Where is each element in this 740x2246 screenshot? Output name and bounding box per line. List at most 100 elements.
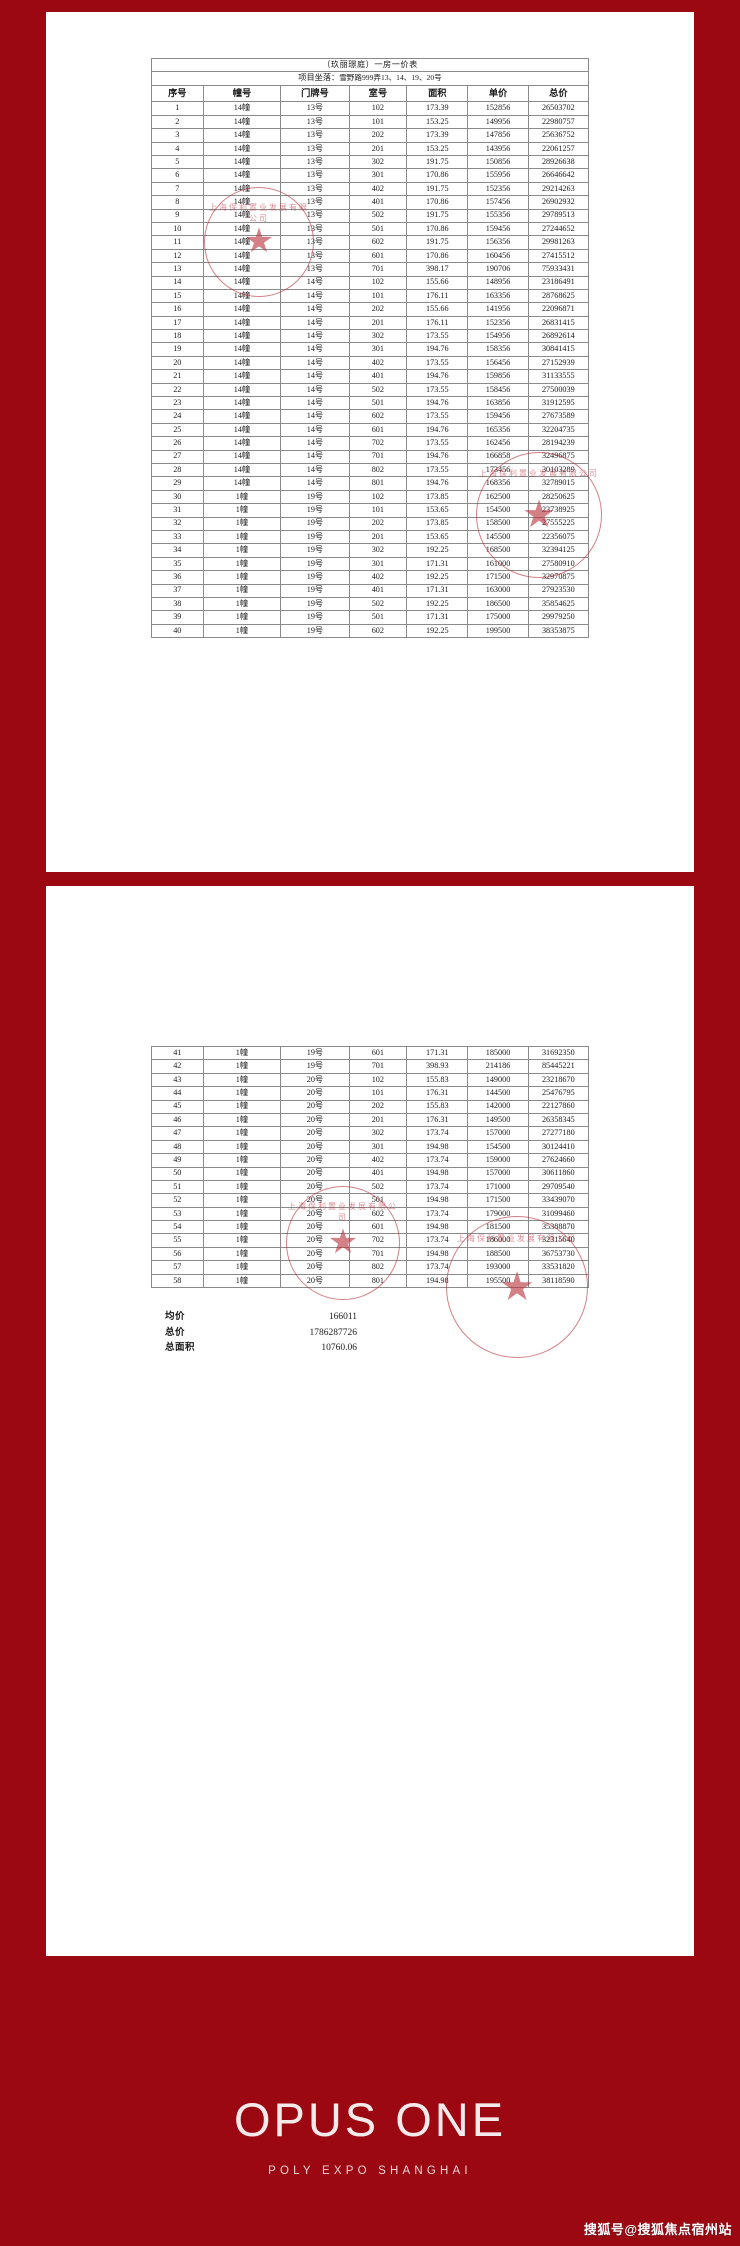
cell-area: 153.25 xyxy=(406,141,469,157)
cell-total-price: 27555225 xyxy=(527,516,590,531)
cell-building: 1幢 xyxy=(202,1112,282,1128)
table-row: 51 1幢 20号 502 173.74 171000 29709540 xyxy=(151,1179,590,1195)
table-row: 45 1幢 20号 202 155.83 142000 22127860 xyxy=(151,1099,590,1114)
cell-room: 702 xyxy=(348,436,408,451)
cell-total-price: 23738925 xyxy=(527,503,590,518)
cell-room: 801 xyxy=(348,1273,408,1289)
cell-door: 14号 xyxy=(280,329,350,344)
cell-index: 35 xyxy=(151,556,204,572)
cell-door: 14号 xyxy=(280,396,350,411)
cell-total-price: 23186491 xyxy=(527,275,590,290)
cell-area: 155.66 xyxy=(406,275,469,290)
table-row: 11 14幢 13号 602 191.75 156356 29981263 xyxy=(151,235,590,250)
cell-door: 13号 xyxy=(280,235,350,250)
cell-door: 20号 xyxy=(280,1233,350,1248)
cell-door: 14号 xyxy=(280,315,350,331)
cell-total-price: 30611860 xyxy=(527,1166,590,1181)
summary-label: 总价 xyxy=(165,1327,186,1338)
cell-unit-price: 144500 xyxy=(467,1086,529,1101)
cell-room: 502 xyxy=(348,1179,408,1195)
cell-room: 402 xyxy=(348,181,408,197)
table-row: 58 1幢 20号 801 194.98 195500 38118590 xyxy=(151,1273,590,1289)
cell-total-price: 27624660 xyxy=(527,1153,590,1168)
cell-building: 14幢 xyxy=(202,476,282,491)
cell-index: 7 xyxy=(151,181,204,197)
column-header-index: 序号 xyxy=(151,84,204,103)
table-row: 27 14幢 14号 701 194.76 166858 32496875 xyxy=(151,449,590,464)
cell-unit-price: 147856 xyxy=(467,128,529,143)
cell-unit-price: 154500 xyxy=(467,503,529,518)
cell-unit-price: 190706 xyxy=(467,262,529,277)
table-row: 20 14幢 14号 402 173.55 156456 27152939 xyxy=(151,355,590,371)
cell-unit-price: 156456 xyxy=(467,355,529,371)
cell-area: 176.11 xyxy=(406,315,469,331)
cell-building: 14幢 xyxy=(202,436,282,451)
summary-row: 总面积 10760.06 xyxy=(165,1341,589,1357)
cell-door: 20号 xyxy=(280,1166,350,1181)
cell-area: 191.75 xyxy=(406,208,469,223)
cell-door: 13号 xyxy=(280,128,350,143)
cell-total-price: 29214263 xyxy=(527,181,590,197)
cell-total-price: 32970875 xyxy=(527,570,590,585)
cell-room: 201 xyxy=(348,315,408,331)
cell-index: 54 xyxy=(151,1220,204,1235)
cell-unit-price: 186000 xyxy=(467,1233,529,1248)
cell-total-price: 27673589 xyxy=(527,409,590,424)
document-sheet-page-2: 上海保利置业发展有限公司 ★ 上海保利置业发展有限公司 ★ 41 1幢 19号 601… xyxy=(46,886,694,1956)
cell-unit-price: 150856 xyxy=(467,154,529,170)
cell-area: 398.93 xyxy=(406,1059,469,1074)
cell-door: 19号 xyxy=(280,596,350,612)
cell-index: 25 xyxy=(151,422,204,438)
cell-area: 191.75 xyxy=(406,235,469,250)
title-row: （玖丽璟庭）一房一价表 xyxy=(151,57,589,73)
cell-room: 802 xyxy=(348,1260,408,1275)
cell-total-price: 26892614 xyxy=(527,329,590,344)
summary-value: 1786287726 xyxy=(309,1327,358,1338)
cell-total-price: 28768625 xyxy=(527,288,590,304)
cell-door: 20号 xyxy=(280,1153,350,1168)
cell-building: 1幢 xyxy=(202,1139,282,1155)
table-row: 5 14幢 13号 302 191.75 150856 28926638 xyxy=(151,154,590,170)
cell-room: 402 xyxy=(348,570,408,585)
cell-building: 14幢 xyxy=(202,422,282,438)
table-row: 42 1幢 19号 701 398.93 214186 85445221 xyxy=(151,1059,590,1074)
cell-building: 14幢 xyxy=(202,288,282,304)
column-header-door: 门牌号 xyxy=(280,84,350,103)
table-row: 31 1幢 19号 101 153.65 154500 23738925 xyxy=(151,503,590,518)
cell-building: 1幢 xyxy=(202,1153,282,1168)
cell-unit-price: 162500 xyxy=(467,489,529,505)
table-header-row: 序号 幢号 门牌号 室号 面积 单价 总价 xyxy=(151,84,590,103)
cell-index: 9 xyxy=(151,208,204,223)
cell-index: 12 xyxy=(151,248,204,264)
project-address-label: 项目坐落： xyxy=(298,73,340,83)
table-row: 10 14幢 13号 501 170.86 159456 27244652 xyxy=(151,221,590,237)
cell-building: 1幢 xyxy=(202,1166,282,1181)
cell-total-price: 31133555 xyxy=(527,369,590,384)
cell-index: 36 xyxy=(151,570,204,585)
cell-unit-price: 163356 xyxy=(467,288,529,304)
cell-total-price: 25476795 xyxy=(527,1086,590,1101)
cell-door: 19号 xyxy=(280,556,350,572)
brand-title: OPUS ONE xyxy=(233,2093,507,2146)
cell-total-price: 23218670 xyxy=(527,1072,590,1088)
cell-unit-price: 166858 xyxy=(467,449,529,464)
cell-total-price: 35854625 xyxy=(527,596,590,612)
table-row: 47 1幢 20号 302 173.74 157000 27277180 xyxy=(151,1126,590,1141)
cell-index: 41 xyxy=(151,1045,204,1061)
cell-area: 173.55 xyxy=(406,462,469,478)
cell-building: 14幢 xyxy=(202,262,282,277)
cell-building: 14幢 xyxy=(202,396,282,411)
cell-total-price: 75933431 xyxy=(527,262,590,277)
cell-unit-price: 195500 xyxy=(467,1273,529,1289)
cell-room: 401 xyxy=(348,1166,408,1181)
cell-index: 14 xyxy=(151,275,204,290)
cell-room: 702 xyxy=(348,1233,408,1248)
cell-door: 13号 xyxy=(280,114,350,130)
cell-area: 170.86 xyxy=(406,221,469,237)
cell-door: 14号 xyxy=(280,355,350,371)
cell-area: 194.76 xyxy=(406,369,469,384)
cell-room: 701 xyxy=(348,1059,408,1074)
cell-building: 1幢 xyxy=(202,610,282,625)
cell-index: 16 xyxy=(151,302,204,317)
